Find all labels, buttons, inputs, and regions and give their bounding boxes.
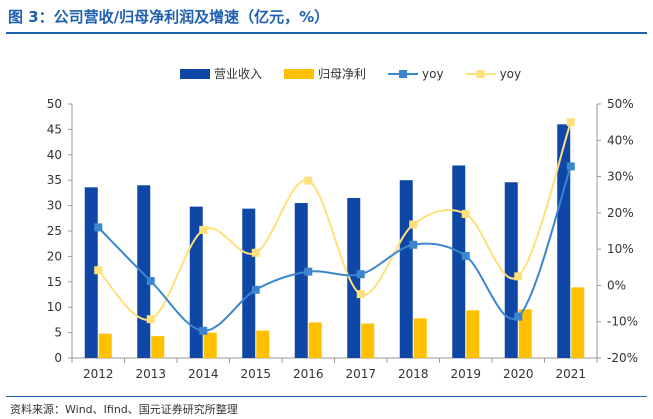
y-right-tick-label: 10% [607,242,634,256]
y-right-tick-label: 30% [607,170,634,184]
x-tick-label: 2015 [240,367,271,381]
y-left-tick-label: 50 [47,97,62,111]
revenue-yoy-point [94,223,103,232]
revenue-yoy-legend-label: yoy [422,67,444,81]
profit-yoy-legend-marker [476,70,485,78]
bar-profit [203,332,217,358]
bar-revenue [137,185,151,358]
revenue-legend-label: 营业收入 [214,67,262,81]
profit-yoy-point [146,315,155,324]
profit-yoy-point [94,266,103,275]
revenue-yoy-point [356,270,365,279]
revenue-yoy-line [97,166,572,332]
profit-yoy-point [251,248,260,257]
profit-yoy-point [304,176,313,185]
bar-profit [256,330,270,358]
bar-revenue [557,124,571,358]
bar-profit [308,322,322,358]
y-left-tick-label: 45 [47,122,62,136]
bar-revenue [452,165,466,358]
revenue-yoy-point [146,277,155,286]
title-divider [6,32,647,34]
bar-profit [466,310,480,358]
y-right-tick-label: 0% [607,278,626,292]
y-left-tick-label: 20 [47,249,62,263]
revenue-yoy-point [199,326,208,335]
x-tick-label: 2012 [83,367,114,381]
bar-profit [518,309,532,358]
x-tick-label: 2013 [135,367,166,381]
bar-revenue [189,206,203,358]
y-left-tick-label: 5 [54,326,62,340]
x-tick-label: 2021 [555,367,586,381]
revenue-yoy-point [461,252,470,261]
bar-revenue [242,208,256,358]
x-tick-label: 2016 [293,367,324,381]
profit-yoy-point [566,118,575,127]
y-right-tick-label: -20% [607,351,638,365]
revenue-legend-swatch [180,69,210,79]
bar-profit [413,318,427,358]
y-left-tick-label: 25 [47,224,62,238]
x-tick-label: 2019 [450,367,481,381]
figure-title-text: 公司营收/归母净利润及增速（亿元，%） [53,8,330,26]
source-note: 资料来源：Wind、Ifind、国元证券研究所整理 [10,403,238,416]
revenue-yoy-point [251,285,260,294]
profit-yoy-line [97,121,572,321]
x-tick-label: 2020 [503,367,534,381]
y-left-tick-label: 30 [47,199,62,213]
revenue-yoy-point [566,162,575,171]
revenue-yoy-point [304,267,313,276]
bar-profit [151,336,165,358]
x-tick-label: 2017 [345,367,376,381]
bar-revenue [399,180,413,358]
x-tick-label: 2018 [398,367,429,381]
profit-yoy-point [356,290,365,299]
bar-profit [361,323,375,358]
bar-profit [98,333,112,358]
profit-yoy-point [199,225,208,234]
y-left-tick-label: 10 [47,300,62,314]
y-left-tick-label: 40 [47,148,62,162]
profit-yoy-point [461,209,470,218]
revenue-yoy-legend-marker [399,70,408,78]
profit-yoy-point [409,220,418,229]
x-tick-label: 2014 [188,367,219,381]
profit-legend-swatch [284,69,315,79]
bar-revenue [504,182,518,358]
y-right-tick-label: 40% [607,133,634,147]
bar-revenue [347,197,361,358]
y-left-tick-label: 15 [47,275,62,289]
figure-title: 图 3：公司营收/归母净利润及增速（亿元，%） [8,6,329,27]
bar-profit [571,287,585,358]
profit-legend-label: 归母净利 [318,67,366,81]
y-right-tick-label: 50% [607,97,634,111]
y-right-tick-label: -10% [607,315,638,329]
y-left-tick-label: 0 [54,351,62,365]
revenue-yoy-point [514,312,523,321]
y-right-tick-label: 20% [607,206,634,220]
profit-yoy-legend-label: yoy [500,67,522,81]
y-left-tick-label: 35 [47,173,62,187]
profit-yoy-point [514,272,523,281]
figure-label: 图 3： [8,8,54,26]
revenue-yoy-point [409,240,418,249]
source-divider [6,396,647,397]
bar-revenue [294,203,308,358]
